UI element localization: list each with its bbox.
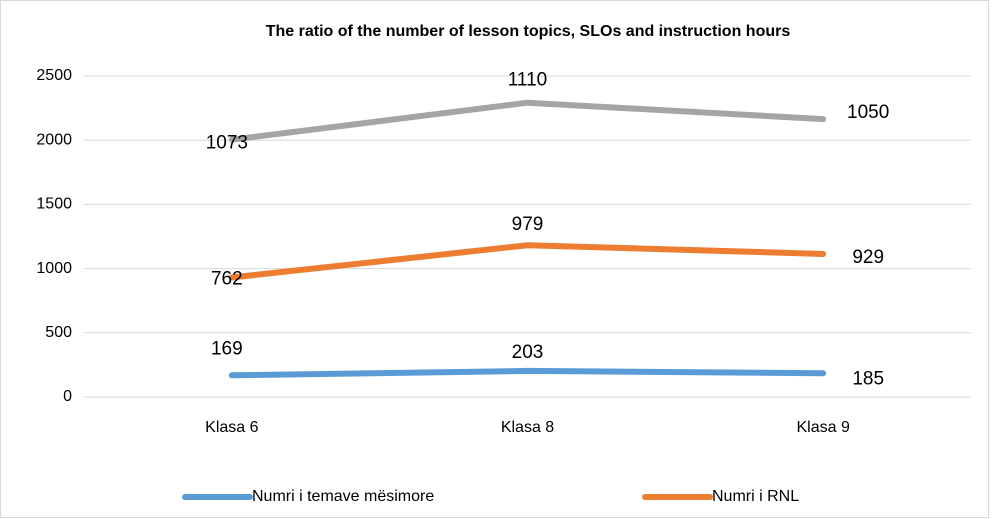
- y-tick-label: 1500: [36, 196, 72, 213]
- data-label: 979: [512, 214, 544, 235]
- x-tick-label: Klasa 6: [205, 419, 258, 436]
- series-line: [228, 99, 827, 143]
- data-label: 762: [211, 268, 243, 289]
- data-label: 929: [852, 247, 884, 268]
- data-label: 169: [211, 338, 243, 359]
- data-label: 1050: [847, 102, 889, 123]
- data-label: 1073: [206, 133, 248, 154]
- y-tick-label: 2500: [36, 67, 72, 84]
- y-tick-label: 2000: [36, 131, 72, 148]
- data-label: 185: [852, 368, 884, 389]
- y-tick-label: 500: [45, 324, 72, 341]
- data-label: 203: [512, 342, 544, 363]
- x-tick-label: Klasa 9: [796, 419, 849, 436]
- chart-title: The ratio of the number of lesson topics…: [266, 23, 791, 40]
- series-line: [228, 367, 827, 379]
- legend-label: Numri i temave mësimore: [252, 488, 434, 505]
- y-tick-label: 1000: [36, 260, 72, 277]
- data-label: 1110: [508, 70, 547, 91]
- legend-label: Numri i RNL: [712, 488, 799, 505]
- x-tick-label: Klasa 8: [501, 419, 554, 436]
- series-line: [228, 242, 827, 281]
- y-tick-label: 0: [63, 388, 72, 405]
